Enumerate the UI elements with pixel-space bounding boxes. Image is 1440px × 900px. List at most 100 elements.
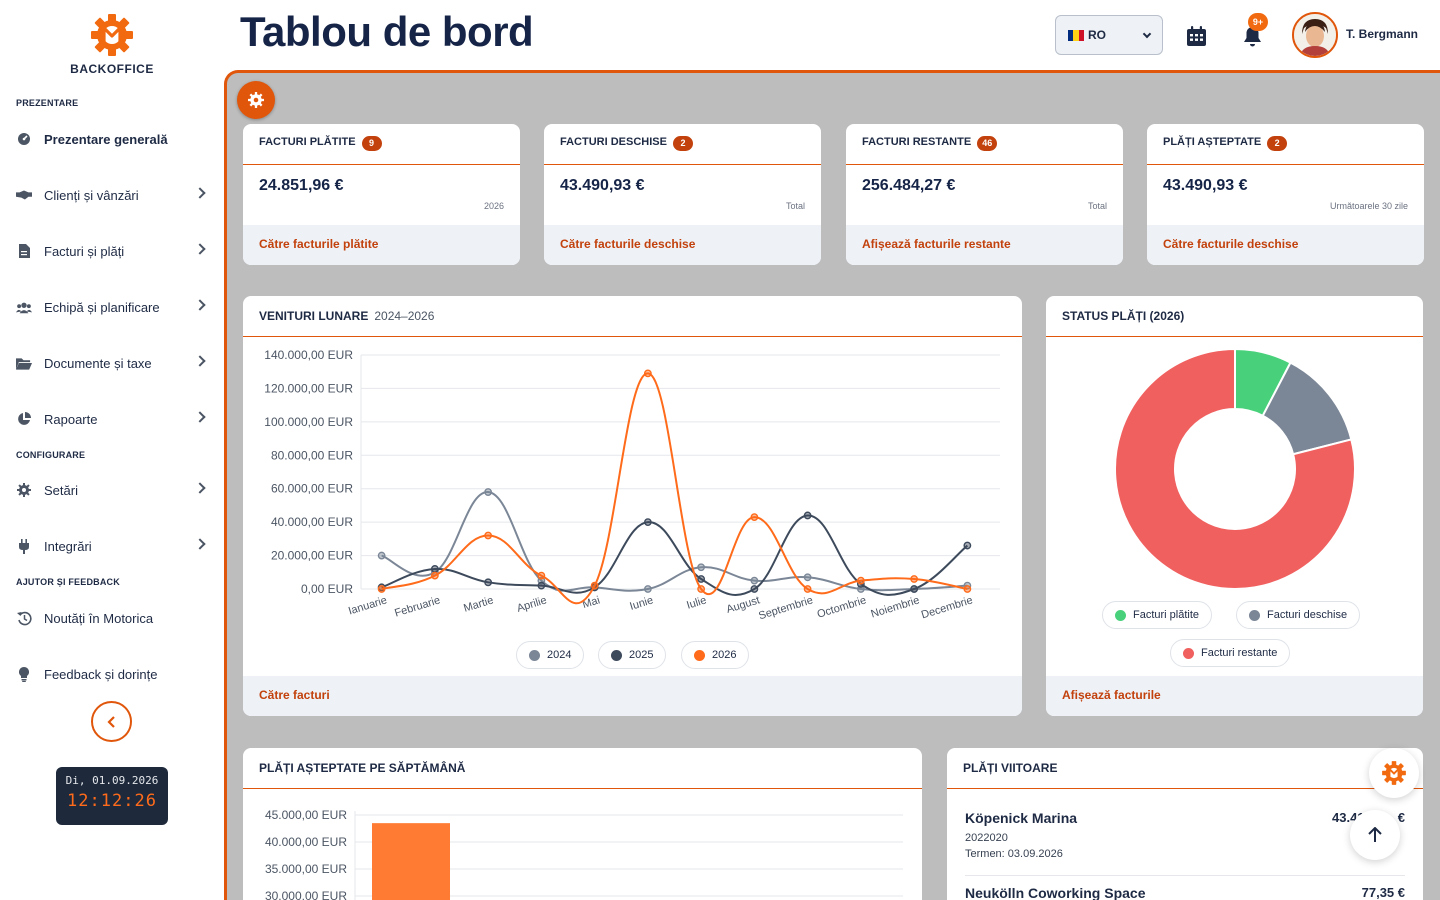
legend-item-2026[interactable]: 2026	[681, 641, 750, 669]
legend-item-paid[interactable]: Facturi plătite	[1102, 601, 1213, 629]
y-tick-label: 30.000,00 EUR	[265, 889, 347, 900]
stat-card-paid: FACTURI PLĂTITE 9 24.851,96 € 2026 Către…	[243, 124, 520, 265]
calendar-icon	[1186, 26, 1206, 46]
x-tick-label: Octombrie	[816, 594, 868, 620]
payment-customer: Köpenick Marina	[965, 810, 1078, 826]
panel-header: PLĂȚI VIITOARE	[947, 748, 1423, 789]
stat-card-title: FACTURI RESTANTE	[862, 136, 972, 148]
calendar-button[interactable]	[1182, 22, 1210, 50]
stat-card-value: 43.490,93 €	[1163, 177, 1248, 194]
language-select[interactable]: RO	[1055, 15, 1163, 55]
upcoming-payments-panel: PLĂȚI VIITOARE Köpenick Marina 43.41…,… …	[947, 748, 1423, 900]
stat-card-link[interactable]: Către facturile deschise	[544, 225, 821, 265]
revenue-line-chart: 0,00 EUR 20.000,00 EUR 40.000,00 EUR 60.000…	[264, 348, 1000, 622]
donut-slice-3	[1114, 347, 1356, 590]
brand-name: BACKOFFICE	[70, 62, 154, 76]
sidebar-item-news[interactable]: Noutăți în Motorica	[0, 598, 224, 638]
data-point-2026	[750, 513, 759, 522]
romania-flag-icon	[1068, 29, 1084, 41]
stat-card-link[interactable]: Către facturile deschise	[1147, 225, 1424, 265]
revenue-panel: VENITURI LUNARE 2024–2026 0,00 EUR 20.000,…	[243, 296, 1022, 716]
y-tick-label: 45.000,00 EUR	[265, 808, 347, 822]
legend-label: Facturi deschise	[1267, 609, 1348, 621]
stat-card-period: 2026	[483, 201, 504, 211]
data-point-2025	[803, 511, 812, 520]
sidebar-item-reports[interactable]: Rapoarte	[0, 399, 224, 439]
sidebar-item-integrations[interactable]: Integrări	[0, 526, 224, 566]
payment-amount: 77,35 €	[1361, 885, 1405, 900]
data-point-2024	[697, 563, 706, 572]
chevron-right-icon	[194, 355, 206, 367]
data-point-2025	[643, 518, 652, 527]
x-tick-label: Noiembrie	[870, 594, 921, 620]
data-point-2025	[910, 585, 919, 593]
chevron-left-icon	[106, 715, 115, 728]
revenue-invoices-link[interactable]: Către facturi	[243, 676, 1022, 716]
data-point-2024	[750, 576, 759, 585]
show-invoices-link[interactable]: Afișează facturile	[1046, 676, 1423, 716]
x-tick-label: Iulie	[685, 594, 708, 611]
upcoming-payment-item[interactable]: Neukölln Coworking Space 77,35 €	[965, 885, 1405, 900]
stat-card-period: Următoarele 30 zile	[1329, 201, 1408, 211]
user-name[interactable]: T. Bergmann	[1346, 27, 1419, 41]
chevron-right-icon	[194, 187, 206, 199]
data-point-2026	[697, 585, 706, 593]
avatar[interactable]	[1292, 12, 1338, 58]
panel-title: VENITURI LUNARE	[259, 309, 369, 323]
data-point-2026	[537, 571, 546, 580]
data-point-2025	[963, 541, 972, 550]
scroll-to-top-button[interactable]	[1350, 810, 1400, 860]
sidebar-item-documents[interactable]: Documente și taxe	[0, 343, 224, 383]
bar-1	[372, 823, 450, 900]
payment-due-date: Termen: 03.09.2026	[965, 848, 1063, 860]
stat-card-value: 256.484,27 €	[862, 177, 956, 194]
plug-icon	[16, 538, 32, 554]
stat-card-title: FACTURI DESCHISE	[560, 136, 667, 148]
legend-item-open[interactable]: Facturi deschise	[1236, 601, 1361, 629]
payment-number: 2022020	[965, 832, 1008, 844]
stat-card-title: FACTURI PLĂTITE	[259, 136, 356, 148]
legend-item-2025[interactable]: 2025	[598, 641, 667, 669]
chevron-right-icon	[194, 482, 206, 494]
sidebar-item-clients[interactable]: Clienți și vânzări	[0, 175, 224, 215]
x-tick-label: Mai	[581, 594, 601, 611]
sidebar-item-team[interactable]: Echipă și planificare	[0, 287, 224, 327]
panel-title: STATUS PLĂȚI (2026)	[1062, 309, 1185, 323]
stat-card-link[interactable]: Către facturile plătite	[243, 225, 520, 265]
data-point-2026	[856, 576, 865, 585]
stat-card-link[interactable]: Afișează facturile restante	[846, 225, 1123, 265]
brand-logo[interactable]: BACKOFFICE	[0, 12, 224, 76]
sidebar-item-label: Integrări	[44, 538, 92, 554]
y-tick-label: 40.000,00 EUR	[271, 515, 353, 529]
panel-subtitle: 2024–2026	[374, 309, 435, 323]
data-point-2024	[803, 573, 812, 582]
sidebar-item-overview[interactable]: Prezentare generală	[0, 119, 224, 159]
collapse-sidebar-button[interactable]	[91, 701, 132, 742]
legend-swatch	[1183, 647, 1194, 659]
legend-item-overdue[interactable]: Facturi restante	[1170, 639, 1291, 667]
y-tick-label: 0,00 EUR	[301, 582, 353, 596]
count-badge: 2	[672, 136, 693, 151]
x-tick-label: Martie	[462, 594, 495, 614]
chevron-right-icon	[194, 299, 206, 311]
stat-card-header: FACTURI DESCHISE 2	[544, 124, 821, 165]
x-tick-label: Aprilie	[516, 594, 549, 614]
sidebar-item-settings[interactable]: Setări	[0, 470, 224, 510]
weekly-payments-bar-chart: 30.000,00 EUR 35.000,00 EUR 40.000,00 EUR 4…	[265, 808, 903, 900]
data-point-2025	[750, 585, 759, 593]
upcoming-payment-item[interactable]: Köpenick Marina 43.41…,… € 2022020 Terme…	[965, 810, 1405, 860]
chevron-right-icon	[194, 243, 206, 255]
data-point-2026	[590, 581, 599, 590]
assistant-button[interactable]	[1369, 748, 1419, 798]
dashboard-settings-button[interactable]	[237, 81, 275, 119]
sidebar-item-feedback[interactable]: Feedback și dorințe	[0, 654, 224, 694]
legend-item-2024[interactable]: 2024	[516, 641, 585, 669]
sidebar: BACKOFFICE PREZENTARE Prezentare general…	[0, 0, 224, 900]
sidebar-item-label: Prezentare generală	[44, 131, 168, 147]
section-label-config: CONFIGURARE	[16, 450, 86, 460]
sidebar-item-invoices[interactable]: Facturi și plăți	[0, 231, 224, 271]
data-point-2025	[537, 581, 546, 590]
notifications-badge: 9+	[1248, 13, 1268, 31]
legend-swatch	[611, 649, 622, 661]
count-badge: 9	[361, 136, 382, 151]
